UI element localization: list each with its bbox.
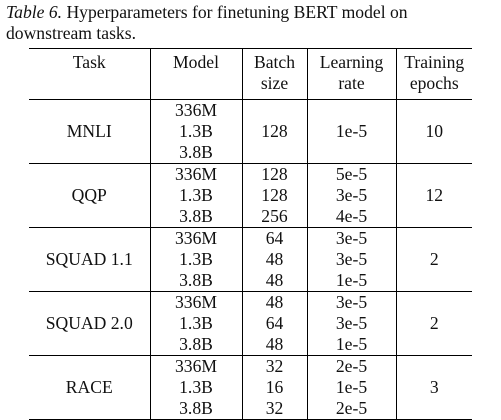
batch-cell: 32 [241,398,307,420]
hyperparameter-table: Task Model Batch size Learning rate Traini… [29,48,472,420]
header-task-line: Task [72,52,106,72]
epochs-cell: 2 [395,291,472,356]
table-row: 1.3B 16 1e-5 [29,377,472,398]
batch-cell: 128 [241,99,307,164]
model-cell: 3.8B [149,398,242,420]
lr-cell: 3e-5 [306,227,396,249]
batch-cell: 48 [241,291,307,313]
model-cell: 3.8B [149,270,242,292]
model-cell: 3.8B [149,206,242,228]
table-caption: Table 6. Hyperparameters for finetuning … [6,2,496,44]
epochs-cell: 3 [395,355,472,420]
table-row: SQUAD 1.1 336M 64 3e-5 2 [29,227,472,292]
lr-cell: 5e-5 [306,163,396,185]
caption-label: Table 6. [6,2,63,22]
table-row: 1.3B 128 3e-5 [29,185,472,206]
model-cell: 1.3B [149,313,242,334]
table-row: 1.3B 48 3e-5 [29,249,472,270]
lr-cell: 2e-5 [306,355,396,377]
model-cell: 1.3B [149,377,242,398]
header-batch-size: Batch size [241,48,307,100]
batch-cell: 128 [241,163,307,185]
table-row: 1.3B [29,121,472,142]
table-row: RACE 336M 32 2e-5 3 [29,355,472,420]
header-row: Task Model Batch size Learning rate Traini… [29,48,472,100]
lr-cell: 3e-5 [306,313,396,334]
task-cell: SQUAD 1.1 [45,249,133,269]
epochs-cell: 12 [395,163,472,228]
lr-cell: 3e-5 [306,291,396,313]
header-epochs-line-1: Training [404,52,465,72]
caption-text: Hyperparameters for finetuning BERT mode… [6,2,408,43]
header-batch-line-2: size [260,73,289,93]
header-epochs-line-2: epochs [409,73,459,93]
lr-cell: 1e-5 [306,334,396,356]
group-race: RACE 336M 32 2e-5 3 1.3B 16 1e-5 3.8B 32… [29,355,472,420]
model-cell: 336M [149,227,242,249]
table-row: 3.8B 256 4e-5 [29,206,472,228]
header-training-epochs: Training epochs [395,48,472,100]
batch-cell: 64 [241,313,307,334]
task-cell: RACE [65,377,113,397]
group-squad-2-0: SQUAD 2.0 336M 48 3e-5 2 1.3B 64 3e-5 3.… [29,291,472,356]
epochs-cell: 2 [395,227,472,292]
batch-cell: 48 [241,334,307,356]
batch-cell: 64 [241,227,307,249]
group-squad-1-1: SQUAD 1.1 336M 64 3e-5 2 1.3B 48 3e-5 3.… [29,227,472,292]
model-cell: 3.8B [149,142,242,164]
model-cell: 336M [149,291,242,313]
header-model-line: Model [173,52,219,72]
header-lr-line-1: Learning [319,52,384,72]
lr-cell: 1e-5 [306,270,396,292]
group-qqp: QQP 336M 128 5e-5 12 1.3B 128 3e-5 3.8B … [29,163,472,228]
lr-cell: 2e-5 [306,398,396,420]
table-header: Task Model Batch size Learning rate Traini… [29,48,472,100]
model-cell: 336M [149,99,242,121]
batch-cell: 32 [241,355,307,377]
header-model: Model [149,48,242,100]
lr-cell: 1e-5 [306,99,396,164]
model-cell: 1.3B [149,185,242,206]
batch-cell: 256 [241,206,307,228]
model-cell: 336M [149,355,242,377]
header-learning-rate: Learning rate [306,48,396,100]
table-row: 3.8B 48 1e-5 [29,334,472,356]
table-row: 1.3B 64 3e-5 [29,313,472,334]
table-row: 3.8B 48 1e-5 [29,270,472,292]
lr-cell: 4e-5 [306,206,396,228]
epochs-cell: 10 [395,99,472,164]
batch-cell: 48 [241,270,307,292]
lr-cell: 3e-5 [306,185,396,206]
task-cell: SQUAD 2.0 [45,313,133,333]
table-row: 3.8B 32 2e-5 [29,398,472,420]
model-cell: 3.8B [149,334,242,356]
model-cell: 336M [149,163,242,185]
batch-cell: 16 [241,377,307,398]
table-row: QQP 336M 128 5e-5 12 [29,163,472,228]
header-batch-line-1: Batch [253,52,296,72]
header-lr-line-2: rate [338,73,365,93]
table-row: MNLI 336M 128 1e-5 10 [29,99,472,164]
task-cell: MNLI [66,121,112,141]
lr-cell: 3e-5 [306,249,396,270]
table-row: SQUAD 2.0 336M 48 3e-5 2 [29,291,472,356]
model-cell: 1.3B [149,249,242,270]
header-task: Task [29,49,150,100]
model-cell: 1.3B [149,121,242,142]
task-cell: QQP [71,185,107,205]
batch-cell: 48 [241,249,307,270]
table-row: 3.8B [29,142,472,164]
batch-cell: 128 [241,185,307,206]
group-mnli: MNLI 336M 128 1e-5 10 1.3B 3.8B [29,99,472,164]
lr-cell: 1e-5 [306,377,396,398]
